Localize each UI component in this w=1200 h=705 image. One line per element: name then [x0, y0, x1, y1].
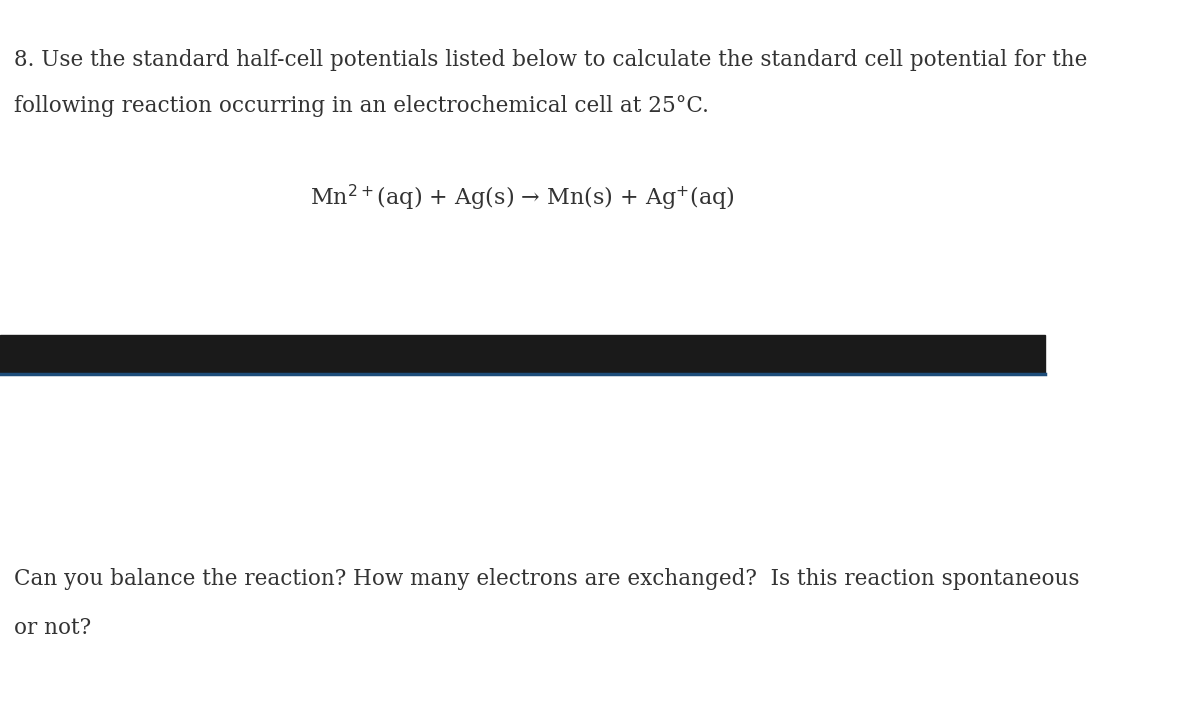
Text: 8. Use the standard half-cell potentials listed below to calculate the standard : 8. Use the standard half-cell potentials… — [13, 49, 1087, 71]
Text: Can you balance the reaction? How many electrons are exchanged?  Is this reactio: Can you balance the reaction? How many e… — [13, 568, 1079, 589]
Bar — [0, 335, 1044, 374]
Text: Mn$^{2+}$(aq) + Ag(s) → Mn(s) + Ag$^{+}$(aq): Mn$^{2+}$(aq) + Ag(s) → Mn(s) + Ag$^{+}$… — [310, 183, 734, 212]
Text: following reaction occurring in an electrochemical cell at 25°C.: following reaction occurring in an elect… — [13, 95, 708, 117]
Text: or not?: or not? — [13, 617, 91, 639]
